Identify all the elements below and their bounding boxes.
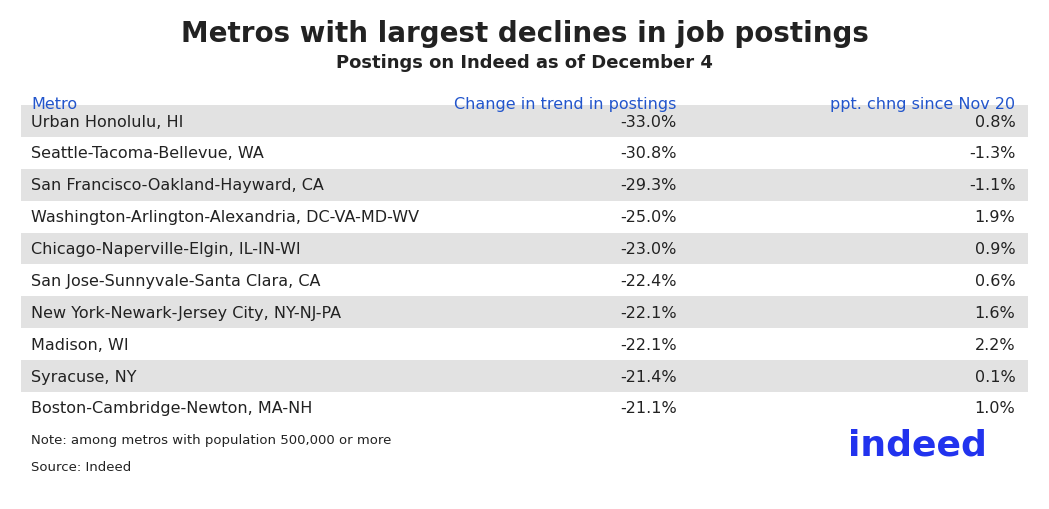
Text: Chicago-Naperville-Elgin, IL-IN-WI: Chicago-Naperville-Elgin, IL-IN-WI [31,242,301,257]
Text: 0.8%: 0.8% [975,115,1015,129]
Text: -21.1%: -21.1% [620,401,677,415]
Text: Postings on Indeed as of December 4: Postings on Indeed as of December 4 [336,53,713,71]
Text: -29.3%: -29.3% [620,178,677,193]
Text: 0.9%: 0.9% [975,242,1015,257]
Text: 2.2%: 2.2% [975,337,1015,352]
Text: -1.3%: -1.3% [969,146,1015,161]
Text: 1.0%: 1.0% [975,401,1015,415]
Text: -22.1%: -22.1% [620,337,677,352]
Text: 1.6%: 1.6% [975,305,1015,320]
Text: Syracuse, NY: Syracuse, NY [31,369,137,384]
Text: indeed: indeed [849,427,987,461]
Text: -1.1%: -1.1% [969,178,1015,193]
Text: Source: Indeed: Source: Indeed [31,460,132,472]
Text: 0.1%: 0.1% [975,369,1015,384]
Text: -30.8%: -30.8% [620,146,677,161]
Text: Note: among metros with population 500,000 or more: Note: among metros with population 500,0… [31,433,392,446]
Text: 1.9%: 1.9% [975,210,1015,224]
Text: -25.0%: -25.0% [620,210,677,224]
Text: -22.1%: -22.1% [620,305,677,320]
Text: San Francisco-Oakland-Hayward, CA: San Francisco-Oakland-Hayward, CA [31,178,324,193]
Text: New York-Newark-Jersey City, NY-NJ-PA: New York-Newark-Jersey City, NY-NJ-PA [31,305,342,320]
Text: Urban Honolulu, HI: Urban Honolulu, HI [31,115,184,129]
Text: Boston-Cambridge-Newton, MA-NH: Boston-Cambridge-Newton, MA-NH [31,401,313,415]
Text: San Jose-Sunnyvale-Santa Clara, CA: San Jose-Sunnyvale-Santa Clara, CA [31,273,321,288]
Text: -23.0%: -23.0% [620,242,677,257]
Text: ppt. chng since Nov 20: ppt. chng since Nov 20 [831,97,1015,111]
Text: Seattle-Tacoma-Bellevue, WA: Seattle-Tacoma-Bellevue, WA [31,146,264,161]
Text: -33.0%: -33.0% [620,115,677,129]
Text: Metros with largest declines in job postings: Metros with largest declines in job post… [180,20,869,48]
Text: 0.6%: 0.6% [975,273,1015,288]
Text: Metro: Metro [31,97,78,111]
Text: -22.4%: -22.4% [620,273,677,288]
Text: Madison, WI: Madison, WI [31,337,129,352]
Text: -21.4%: -21.4% [620,369,677,384]
Text: Washington-Arlington-Alexandria, DC-VA-MD-WV: Washington-Arlington-Alexandria, DC-VA-M… [31,210,420,224]
Text: Change in trend in postings: Change in trend in postings [454,97,677,111]
